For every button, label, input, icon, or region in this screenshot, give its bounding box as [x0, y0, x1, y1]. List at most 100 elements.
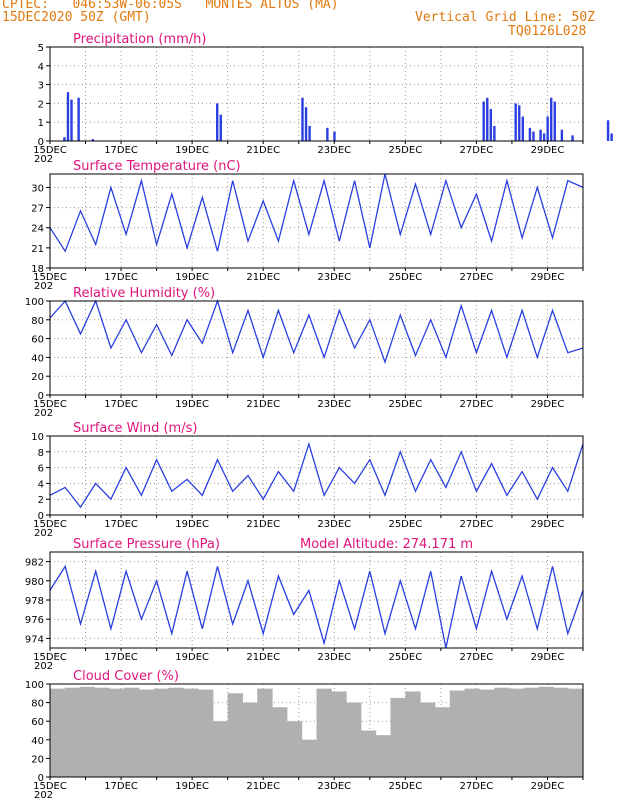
- x-tick-label: 29DEC: [531, 399, 565, 410]
- precip-bar: [63, 137, 66, 141]
- y-tick-label: 2: [38, 495, 44, 506]
- precip-bar: [66, 92, 70, 141]
- y-tick-label: 976: [25, 615, 44, 626]
- cloud-bar: [50, 688, 66, 777]
- x-tick-label: 23DEC: [317, 145, 351, 156]
- x-year-label: 202: [34, 281, 53, 292]
- cloud-bar: [405, 691, 421, 777]
- y-tick-label: 20: [31, 372, 44, 383]
- x-tick-label: 23DEC: [317, 272, 351, 283]
- y-tick-label: 2: [38, 99, 44, 110]
- cloud-bar: [242, 702, 258, 777]
- x-tick-label: 27DEC: [460, 781, 494, 792]
- cloud-bar: [138, 689, 155, 777]
- y-tick-label: 974: [25, 634, 44, 645]
- cloud-bar: [272, 707, 288, 777]
- header-model-code: TQ0126L028: [508, 24, 587, 39]
- cloud-bar: [434, 707, 451, 777]
- x-tick-label: 17DEC: [104, 399, 138, 410]
- cloud-bar: [494, 687, 510, 777]
- cloud-bar: [109, 688, 125, 777]
- precip-bar: [550, 97, 553, 141]
- precip-bar: [528, 127, 532, 141]
- x-tick-label: 21DEC: [246, 399, 280, 410]
- y-tick-label: 0: [38, 773, 44, 784]
- series-line: [49, 173, 584, 253]
- cloud-bar: [568, 688, 584, 777]
- y-tick-label: 80: [31, 316, 44, 327]
- precip-bar: [333, 131, 336, 141]
- y-tick-label: 40: [31, 353, 44, 364]
- cloud-bar: [316, 688, 332, 777]
- cloud-bar: [523, 687, 540, 777]
- y-tick-label: 982: [25, 558, 44, 569]
- x-tick-label: 25DEC: [388, 272, 422, 283]
- y-tick-label: 8: [38, 448, 44, 459]
- y-tick-label: 980: [25, 577, 44, 588]
- precip-bar: [571, 135, 574, 141]
- cloud-bar: [227, 693, 243, 777]
- cloud-bar: [64, 687, 81, 777]
- precip-bar: [539, 129, 542, 141]
- cloud-bar: [449, 690, 466, 777]
- cloud-bar: [346, 702, 362, 777]
- x-tick-label: 27DEC: [460, 652, 494, 663]
- y-tick-label: 100: [25, 297, 44, 308]
- x-tick-label: 15DEC: [33, 145, 67, 156]
- x-tick-label: 17DEC: [104, 519, 138, 530]
- x-tick-label: 19DEC: [175, 652, 209, 663]
- cloud-bar: [538, 686, 554, 777]
- header-date: 15DEC2020 50Z (GMT): [2, 10, 151, 25]
- y-tick-label: 0: [38, 511, 44, 522]
- precip-bar: [91, 139, 95, 141]
- precip-bar: [606, 120, 610, 141]
- x-tick-label: 19DEC: [175, 781, 209, 792]
- cloud-bar: [198, 689, 214, 777]
- panel-frame: [49, 551, 584, 649]
- y-tick-label: 60: [31, 335, 44, 346]
- cloud-bar: [508, 688, 525, 777]
- cloud-bar: [94, 687, 110, 777]
- y-tick-label: 80: [31, 699, 44, 710]
- y-tick-label: 40: [31, 736, 44, 747]
- y-tick-label: 5: [38, 43, 44, 54]
- series-line: [49, 441, 584, 509]
- precip-bar: [482, 101, 485, 141]
- x-tick-label: 15DEC: [33, 272, 67, 283]
- x-year-label: 202: [34, 154, 53, 165]
- series-line: [49, 298, 584, 365]
- x-tick-label: 27DEC: [460, 399, 494, 410]
- x-year-label: 202: [34, 790, 53, 800]
- x-tick-label: 19DEC: [175, 399, 209, 410]
- cloud-bar: [124, 687, 140, 777]
- model-altitude: Model Altitude: 274.171 m: [300, 537, 473, 552]
- y-tick-label: 27: [31, 204, 44, 215]
- precip-bar: [489, 109, 493, 141]
- header-grid-line: Vertical Grid Line: 50Z: [415, 10, 596, 25]
- precip-bar: [493, 125, 496, 141]
- precip-bar: [521, 116, 524, 141]
- x-year-label: 202: [34, 661, 53, 672]
- x-tick-label: 21DEC: [246, 145, 280, 156]
- y-tick-label: 20: [31, 754, 44, 765]
- cloud-bar: [420, 702, 436, 777]
- x-tick-label: 25DEC: [388, 652, 422, 663]
- x-tick-label: 25DEC: [388, 145, 422, 156]
- cloud-bar: [553, 687, 569, 777]
- x-tick-label: 19DEC: [175, 145, 209, 156]
- precip-bar: [304, 107, 308, 141]
- y-tick-label: 3: [38, 81, 44, 92]
- x-tick-label: 23DEC: [317, 652, 351, 663]
- precip-bar: [542, 133, 546, 141]
- panel-title: Precipitation (mm/h): [73, 32, 206, 47]
- y-tick-label: 0: [38, 391, 44, 402]
- cloud-bar: [153, 688, 169, 777]
- precip-bar: [514, 103, 517, 141]
- cloud-bar: [390, 697, 406, 777]
- cloud-bar: [360, 730, 377, 777]
- panel-title: Surface Wind (m/s): [73, 421, 197, 436]
- cloud-bar: [183, 688, 199, 777]
- x-tick-label: 29DEC: [531, 519, 565, 530]
- x-tick-label: 19DEC: [175, 272, 209, 283]
- x-tick-label: 23DEC: [317, 399, 351, 410]
